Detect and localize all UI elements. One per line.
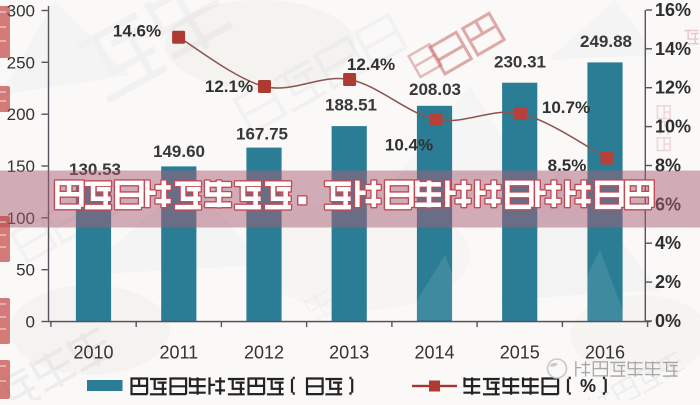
svg-text:2014: 2014 [414, 343, 454, 363]
svg-text:249.88: 249.88 [580, 32, 632, 51]
svg-text:14.6%: 14.6% [113, 22, 161, 41]
svg-text:0%: 0% [655, 311, 681, 331]
svg-text:8.5%: 8.5% [548, 156, 587, 175]
svg-text:10%: 10% [655, 117, 691, 137]
svg-text:10.7%: 10.7% [542, 98, 590, 117]
svg-text:14%: 14% [655, 39, 691, 59]
svg-text:208.03: 208.03 [409, 80, 461, 99]
svg-text:10.4%: 10.4% [385, 136, 433, 155]
svg-text:2015: 2015 [500, 343, 540, 363]
svg-text:12.4%: 12.4% [347, 55, 395, 74]
svg-text:12%: 12% [655, 78, 691, 98]
svg-text:2010: 2010 [73, 343, 113, 363]
svg-text:%: % [580, 376, 596, 396]
svg-text:250: 250 [7, 53, 35, 72]
svg-text:167.75: 167.75 [236, 125, 288, 144]
svg-text:200: 200 [7, 105, 35, 124]
svg-text:50: 50 [16, 261, 35, 280]
svg-text:188.51: 188.51 [325, 96, 377, 115]
svg-text:4%: 4% [655, 233, 681, 253]
svg-text:2016: 2016 [585, 343, 625, 363]
svg-text:12.1%: 12.1% [205, 77, 253, 96]
svg-text:16%: 16% [655, 0, 691, 20]
svg-text:149.60: 149.60 [153, 142, 205, 161]
svg-text:2011: 2011 [159, 343, 198, 363]
svg-text:0: 0 [26, 313, 35, 332]
svg-text:230.31: 230.31 [494, 53, 546, 72]
svg-text:300: 300 [7, 2, 35, 21]
svg-text:2%: 2% [655, 272, 681, 292]
svg-text:2012: 2012 [244, 343, 284, 363]
svg-text:2013: 2013 [329, 343, 369, 363]
